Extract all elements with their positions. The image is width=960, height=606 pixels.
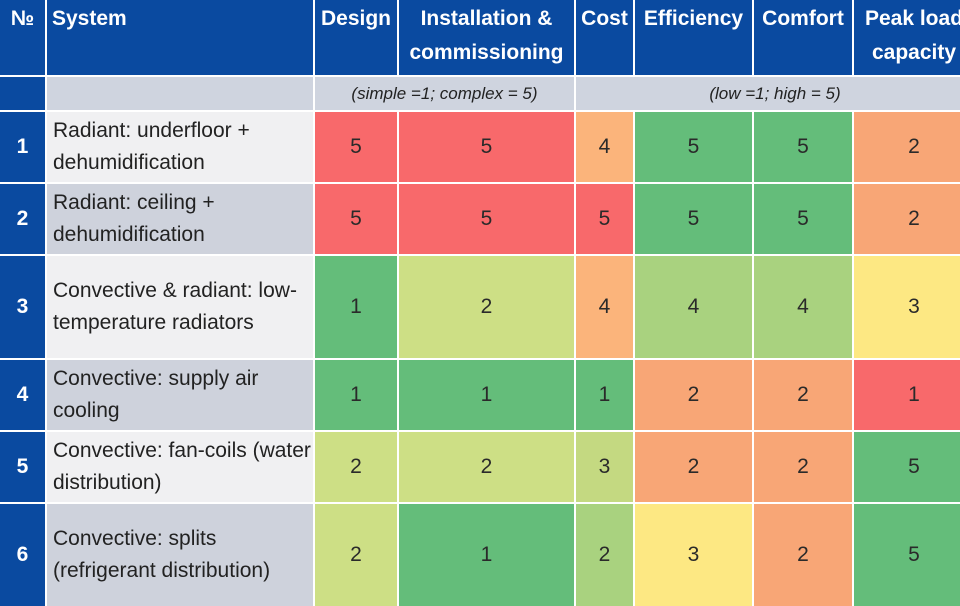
- installation-score: 1: [399, 360, 574, 430]
- installation-score: 2: [399, 432, 574, 502]
- cost-score: 4: [576, 256, 633, 358]
- row-number: 6: [0, 504, 45, 606]
- design-score: 5: [315, 184, 397, 254]
- efficiency-score: 5: [635, 112, 752, 182]
- header-design: Design: [315, 0, 397, 75]
- comfort-score: 5: [754, 184, 852, 254]
- scale-number-blank: [0, 77, 45, 110]
- row-number: 3: [0, 256, 45, 358]
- row-number: 2: [0, 184, 45, 254]
- system-name: Radiant: underfloor + dehumidification: [47, 112, 313, 182]
- installation-score: 1: [399, 504, 574, 606]
- peak-load-score: 1: [854, 360, 960, 430]
- row-number: 4: [0, 360, 45, 430]
- design-score: 1: [315, 360, 397, 430]
- scale-system-blank: [47, 77, 313, 110]
- cost-score: 3: [576, 432, 633, 502]
- comfort-score: 2: [754, 360, 852, 430]
- efficiency-score: 2: [635, 432, 752, 502]
- scale-complexity: (simple =1; complex = 5): [315, 77, 574, 110]
- system-name: Convective: fan-coils (water distributio…: [47, 432, 313, 502]
- design-score: 2: [315, 504, 397, 606]
- efficiency-score: 4: [635, 256, 752, 358]
- cost-score: 2: [576, 504, 633, 606]
- row-number: 1: [0, 112, 45, 182]
- header-system: System: [47, 0, 313, 75]
- peak-load-score: 5: [854, 504, 960, 606]
- system-name: Radiant: ceiling + dehumidification: [47, 184, 313, 254]
- header-peak-load: Peak load capacity: [854, 0, 960, 75]
- header-cost: Cost: [576, 0, 633, 75]
- design-score: 1: [315, 256, 397, 358]
- cost-score: 1: [576, 360, 633, 430]
- cost-score: 4: [576, 112, 633, 182]
- efficiency-score: 2: [635, 360, 752, 430]
- comfort-score: 5: [754, 112, 852, 182]
- installation-score: 2: [399, 256, 574, 358]
- peak-load-score: 2: [854, 184, 960, 254]
- comfort-score: 4: [754, 256, 852, 358]
- system-name: Convective: supply air cooling: [47, 360, 313, 430]
- design-score: 5: [315, 112, 397, 182]
- scale-performance: (low =1; high = 5): [576, 77, 960, 110]
- header-number: №: [0, 0, 45, 75]
- efficiency-score: 3: [635, 504, 752, 606]
- header-efficiency: Efficiency: [635, 0, 752, 75]
- header-comfort: Comfort: [754, 0, 852, 75]
- installation-score: 5: [399, 184, 574, 254]
- system-name: Convective: splits (refrigerant distribu…: [47, 504, 313, 606]
- efficiency-score: 5: [635, 184, 752, 254]
- row-number: 5: [0, 432, 45, 502]
- system-name: Convective & radiant: low-temperature ra…: [47, 256, 313, 358]
- installation-score: 5: [399, 112, 574, 182]
- cost-score: 5: [576, 184, 633, 254]
- peak-load-score: 3: [854, 256, 960, 358]
- design-score: 2: [315, 432, 397, 502]
- comfort-score: 2: [754, 432, 852, 502]
- peak-load-score: 2: [854, 112, 960, 182]
- header-installation: Installation & commissioning: [399, 0, 574, 75]
- comfort-score: 2: [754, 504, 852, 606]
- peak-load-score: 5: [854, 432, 960, 502]
